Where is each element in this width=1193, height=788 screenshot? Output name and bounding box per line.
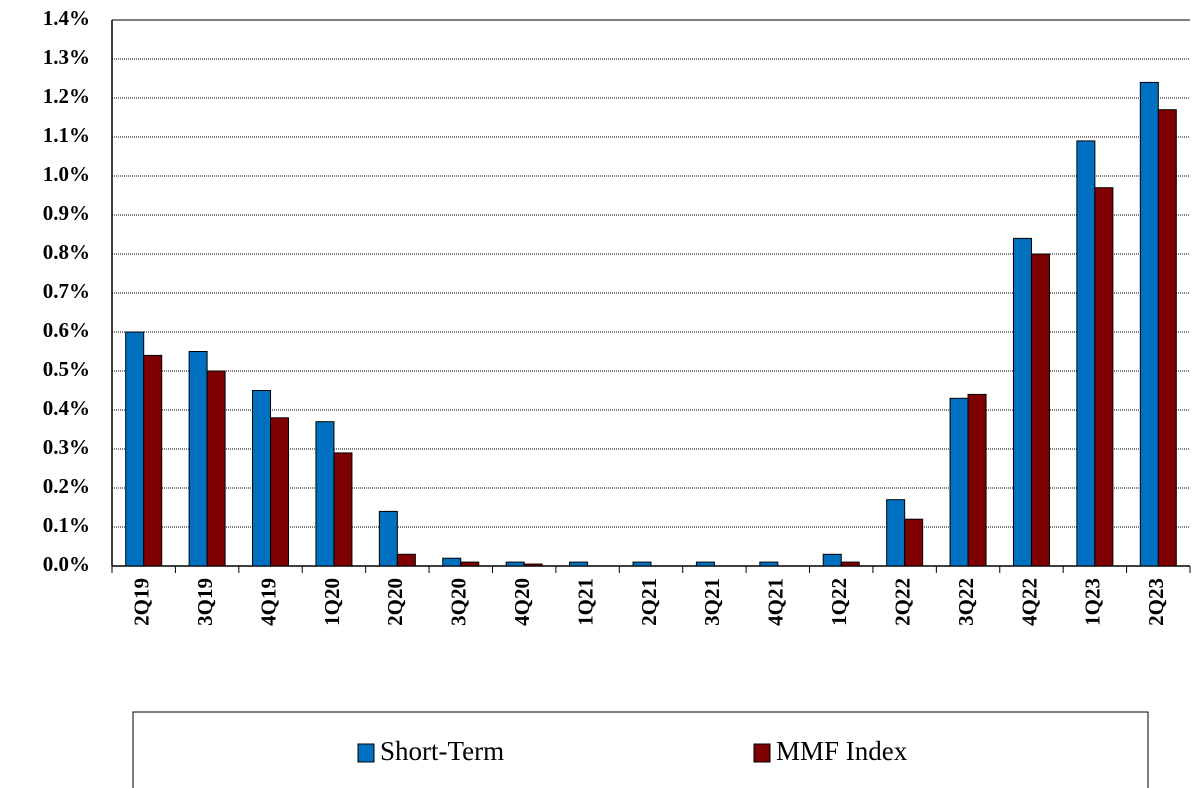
x-tick-label: 1Q20	[320, 578, 344, 626]
x-tick-label: 1Q23	[1081, 578, 1105, 626]
x-tick-label: 2Q19	[130, 578, 154, 626]
bar	[1094, 187, 1114, 567]
y-tick-label: 1.4%	[43, 6, 90, 30]
bar	[442, 557, 462, 567]
bar	[333, 452, 353, 567]
bar	[378, 510, 398, 567]
bar	[822, 553, 842, 567]
bar	[632, 561, 652, 567]
y-tick-label: 1.2%	[43, 84, 90, 108]
bar	[1012, 237, 1032, 567]
x-tick-label: 3Q22	[954, 578, 978, 626]
y-tick-label: 0.6%	[43, 318, 90, 342]
bar	[396, 553, 416, 567]
bar	[143, 354, 163, 567]
bar	[949, 397, 969, 567]
y-tick-label: 0.5%	[43, 357, 90, 381]
bar	[1030, 253, 1050, 567]
x-tick-label: 4Q22	[1017, 578, 1041, 626]
x-tick-label: 3Q20	[447, 578, 471, 626]
bar	[569, 561, 589, 567]
y-tick-label: 0.3%	[43, 435, 90, 459]
y-tick-label: 0.1%	[43, 513, 90, 537]
x-tick-label: 2Q22	[890, 578, 914, 626]
y-tick-label: 0.8%	[43, 240, 90, 264]
bar	[460, 561, 480, 567]
y-tick-label: 0.7%	[43, 279, 90, 303]
bar	[523, 563, 543, 567]
bar	[967, 393, 987, 567]
y-tick-label: 0.4%	[43, 396, 90, 420]
y-tick-label: 1.1%	[43, 123, 90, 147]
bar	[125, 331, 145, 567]
x-tick-label: 4Q20	[510, 578, 534, 626]
bar	[505, 561, 525, 567]
x-tick-label: 2Q23	[1144, 578, 1168, 626]
bar	[840, 561, 860, 567]
bar	[904, 518, 924, 567]
y-tick-label: 1.0%	[43, 162, 90, 186]
x-tick-label: 3Q21	[700, 578, 724, 626]
bar	[759, 561, 779, 567]
x-tick-label: 2Q20	[383, 578, 407, 626]
bar	[315, 421, 335, 567]
legend-box	[132, 711, 1149, 788]
x-tick-label: 3Q19	[193, 578, 217, 626]
x-tick-label: 1Q22	[827, 578, 851, 626]
x-tick-label: 1Q21	[573, 578, 597, 626]
bar	[252, 390, 272, 567]
y-tick-label: 0.2%	[43, 474, 90, 498]
bar	[695, 561, 715, 567]
y-tick-label: 0.9%	[43, 201, 90, 225]
bar	[206, 370, 226, 567]
bar	[1139, 81, 1159, 567]
bar	[1076, 140, 1096, 567]
legend-label: Short-Term	[380, 736, 504, 766]
x-tick-label: 2Q21	[637, 578, 661, 626]
y-tick-label: 1.3%	[43, 45, 90, 69]
legend-swatch	[357, 743, 375, 763]
legend-label: MMF Index	[776, 736, 908, 766]
bar	[886, 499, 906, 567]
legend-swatch	[753, 743, 771, 763]
bar	[188, 351, 208, 567]
x-tick-label: 4Q21	[764, 578, 788, 626]
x-tick-label: 4Q19	[256, 578, 280, 626]
y-tick-label: 0.0%	[43, 552, 90, 576]
bar	[1157, 109, 1177, 567]
bar	[270, 417, 290, 567]
